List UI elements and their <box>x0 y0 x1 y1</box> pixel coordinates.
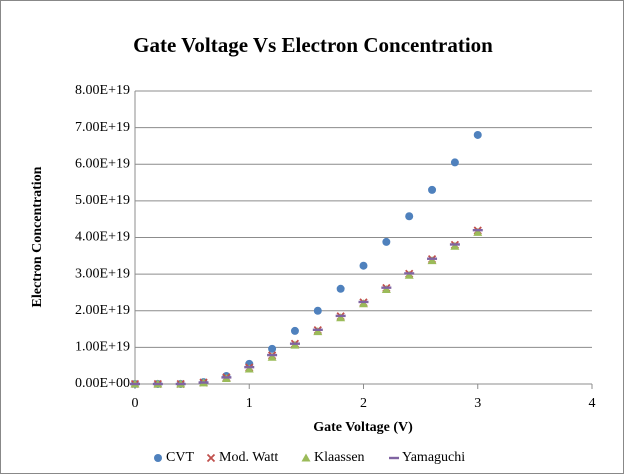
legend-label: Klaassen <box>314 450 365 465</box>
data-point <box>289 342 300 345</box>
data-point <box>405 212 414 221</box>
data-point <box>427 257 438 260</box>
data-point <box>221 376 232 379</box>
legend-marker <box>301 453 311 462</box>
data-point <box>313 327 323 336</box>
chart-title: Gate Voltage Vs Electron Concentration <box>133 33 493 57</box>
data-point <box>312 328 323 331</box>
data-point <box>450 241 460 250</box>
legend-marker <box>389 456 399 460</box>
data-point <box>473 130 482 139</box>
legend-label: Yamaguchi <box>402 450 465 465</box>
data-point <box>267 352 277 361</box>
data-point <box>267 353 278 357</box>
data-point <box>198 381 209 384</box>
data-point <box>335 314 346 318</box>
x-axis-label: Gate Voltage (V) <box>313 420 413 435</box>
data-point <box>268 344 277 353</box>
y-tick-label: 6.00E+19 <box>75 156 130 171</box>
data-point <box>359 261 368 270</box>
y-tick-label: 8.00E+19 <box>75 83 130 98</box>
y-tick-label: 2.00E+19 <box>75 303 130 318</box>
data-point <box>244 365 255 369</box>
x-tick-label: 0 <box>132 396 139 411</box>
data-point <box>450 158 459 167</box>
x-tick-label: 2 <box>360 396 367 411</box>
data-point <box>473 227 483 236</box>
y-tick-label: 3.00E+19 <box>75 266 130 281</box>
y-axis-label: Electron Concentration <box>30 166 45 307</box>
data-point <box>472 228 483 232</box>
data-point <box>336 284 345 293</box>
legend-marker <box>206 453 216 463</box>
legend-label: Mod. Watt <box>219 450 278 465</box>
x-tick-label: 4 <box>589 396 596 411</box>
data-point <box>404 270 414 279</box>
data-point <box>152 382 163 386</box>
legend-label: CVT <box>166 450 194 465</box>
data-point <box>358 300 369 304</box>
y-tick-label: 7.00E+19 <box>75 120 130 135</box>
data-point <box>404 272 415 275</box>
data-point <box>130 382 140 386</box>
data-point <box>381 286 392 289</box>
data-point <box>382 237 391 246</box>
y-tick-label: 0.00E+00 <box>75 376 130 391</box>
x-tick-label: 1 <box>246 396 253 411</box>
data-point <box>244 364 254 373</box>
x-tick-label: 3 <box>474 396 481 411</box>
data-point <box>428 185 437 194</box>
data-point <box>381 285 391 294</box>
data-point <box>290 326 299 335</box>
data-point <box>427 256 437 265</box>
data-point <box>359 299 368 308</box>
data-point <box>336 313 346 322</box>
y-tick-label: 4.00E+19 <box>75 230 130 245</box>
data-point <box>175 382 186 386</box>
legend-marker <box>154 454 162 462</box>
data-point <box>313 306 322 315</box>
y-tick-label: 1.00E+19 <box>75 340 130 355</box>
y-tick-label: 5.00E+19 <box>75 193 130 208</box>
data-point <box>449 243 460 246</box>
